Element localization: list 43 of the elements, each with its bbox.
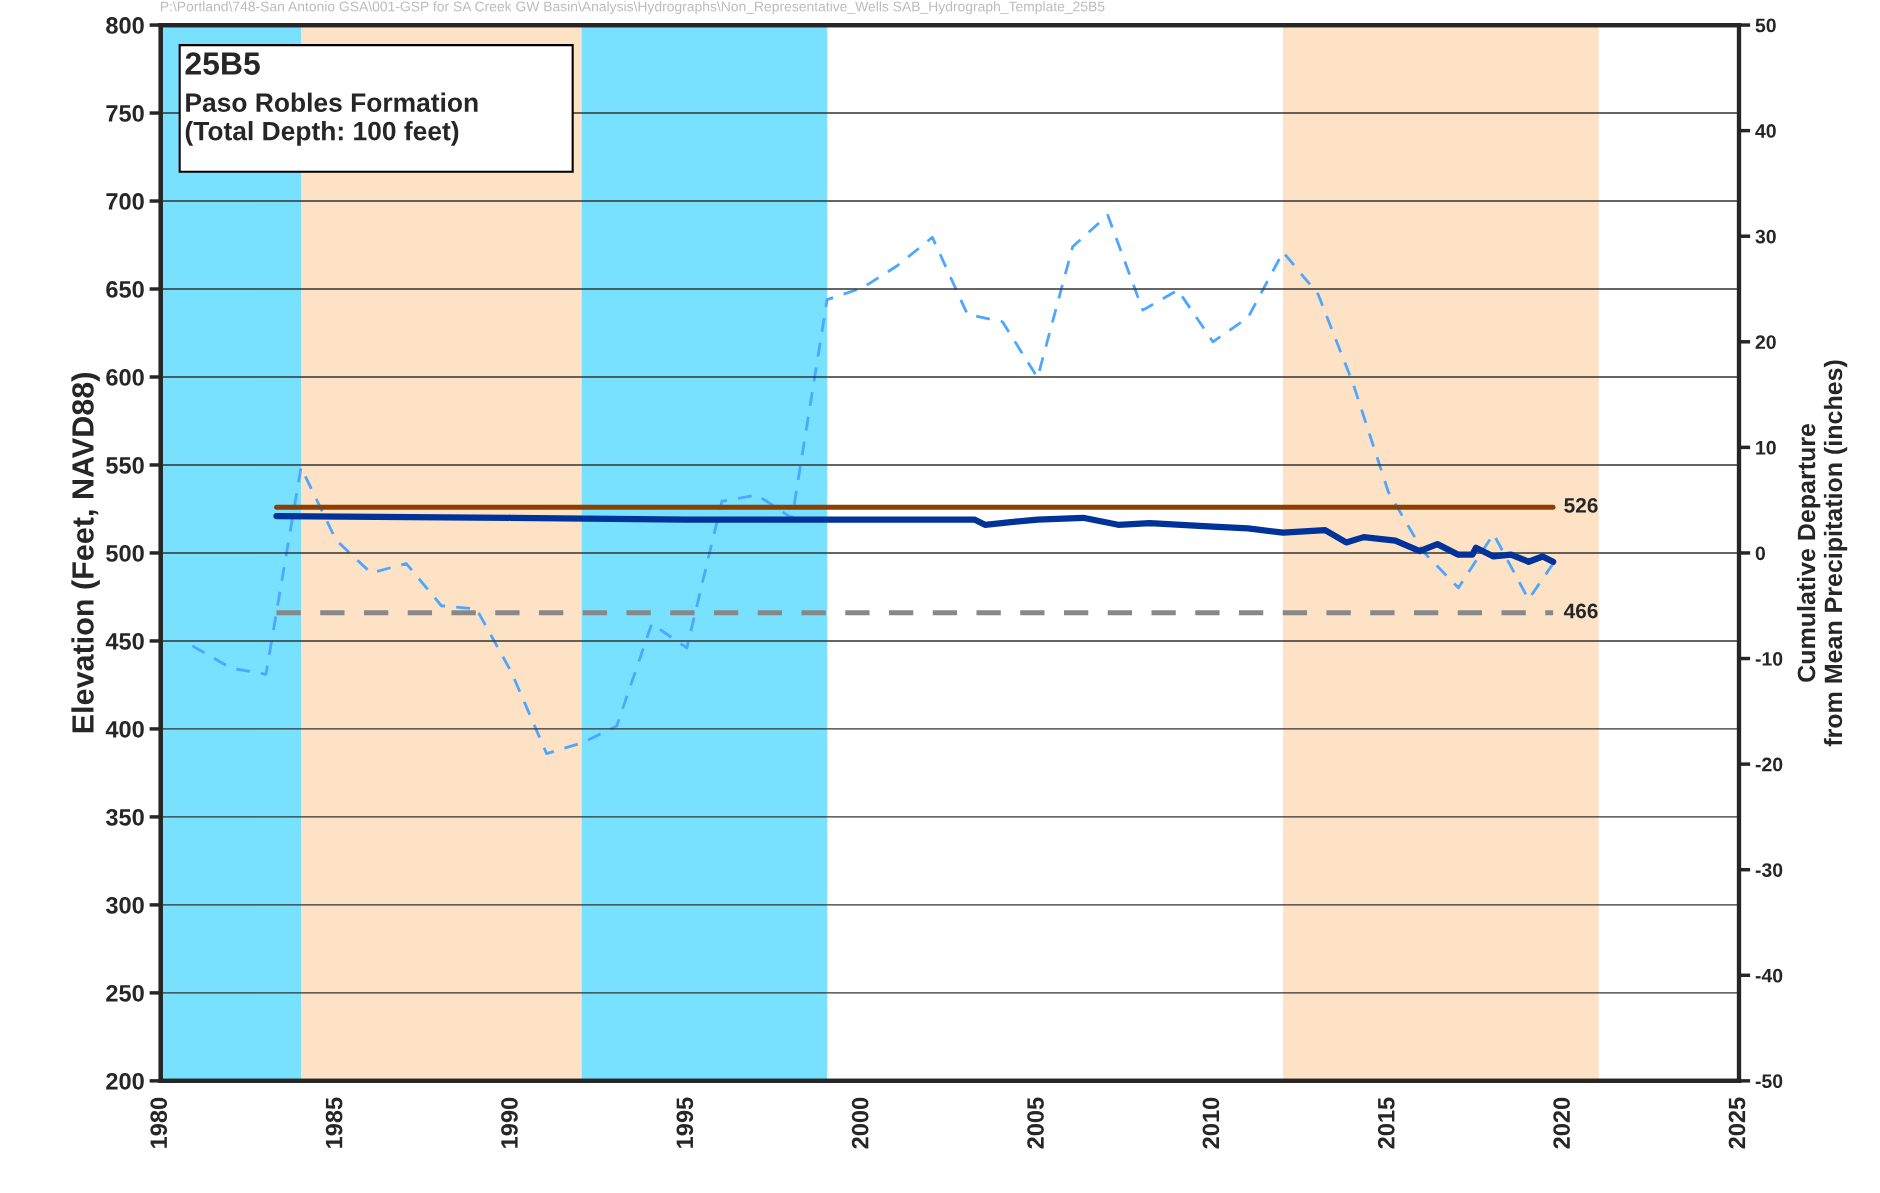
y-tick-label: 650 xyxy=(106,281,144,298)
line-series xyxy=(190,213,1555,755)
y-tick-label: 500 xyxy=(106,545,144,562)
y-axis-title: Elevation (Feet, NAVD88) xyxy=(71,373,100,733)
y2-tick-label: 30 xyxy=(1755,229,1776,244)
y-tick-label: 450 xyxy=(105,633,144,650)
y2-tick-label: -40 xyxy=(1755,968,1783,983)
y2-tick-label: 50 xyxy=(1755,18,1776,33)
y-tick-label: 700 xyxy=(106,193,144,210)
y-tick-label: 550 xyxy=(106,457,144,474)
x-tick-label: 2005 xyxy=(1027,1097,1044,1149)
y-tick-label: 250 xyxy=(106,984,144,1002)
y-tick-label: 200 xyxy=(106,1072,144,1090)
ref-line-label: 526 xyxy=(1564,498,1598,513)
annotation: 25B5 xyxy=(185,52,260,75)
y2-tick-label: 40 xyxy=(1755,124,1776,138)
y-tick-label: 400 xyxy=(105,720,144,738)
x-tick-label: 2000 xyxy=(851,1097,869,1149)
x-tick-label: 2020 xyxy=(1553,1097,1570,1149)
x-tick-label: 1980 xyxy=(150,1097,168,1148)
y2-tick-label: -10 xyxy=(1755,652,1783,666)
y2-tick-label: -50 xyxy=(1755,1074,1783,1089)
annotation: Paso Robles Formation xyxy=(186,92,478,113)
x-tick-label: 2025 xyxy=(1728,1097,1746,1149)
y2-tick-label: 10 xyxy=(1756,440,1776,455)
y2-tick-label: -20 xyxy=(1755,757,1783,772)
y2-tick-label: 20 xyxy=(1755,335,1776,350)
x-tick-label: 1990 xyxy=(501,1097,518,1148)
x-tick-label: 1995 xyxy=(676,1097,694,1148)
x-tick-label: 1985 xyxy=(325,1097,343,1148)
y-tick-label: 600 xyxy=(106,369,144,386)
y-tick-label: 800 xyxy=(106,17,144,34)
y2-tick-label: -30 xyxy=(1755,863,1783,877)
text: P:\Portland\748-San Antonio GSA\001-GSP for SA Creek GW Basin\Analysis\Hydrographs\Non_Representative_Wells SAB_Hydrograph_Template_25B5 xyxy=(160,1,1105,15)
annotation: (Total Depth: 100 feet) xyxy=(185,121,459,146)
ref-line-label: 466 xyxy=(1563,603,1598,619)
x-tick-label: 2010 xyxy=(1202,1097,1220,1149)
y2-axis-title: Cumulative Departure from Mean Precipitation (inches) xyxy=(1796,360,1848,747)
y-tick-label: 350 xyxy=(105,808,144,826)
x-tick-label: 2015 xyxy=(1377,1097,1395,1149)
y-tick-label: 750 xyxy=(106,105,144,122)
y-tick-label: 300 xyxy=(105,896,144,914)
y2-tick-label: 0 xyxy=(1755,546,1765,561)
